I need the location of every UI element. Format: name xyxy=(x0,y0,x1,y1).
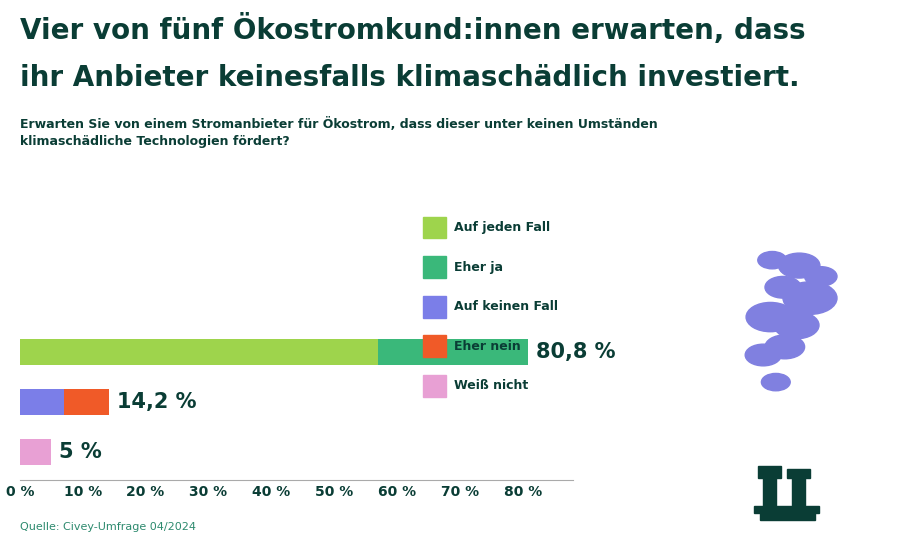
Text: Vier von fünf Ökostromkund:innen erwarten, dass: Vier von fünf Ökostromkund:innen erwarte… xyxy=(20,14,806,44)
Bar xyxy=(378,339,528,365)
Text: Erwarten Sie von einem Stromanbieter für Ökostrom, dass dieser unter keinen Umst: Erwarten Sie von einem Stromanbieter für… xyxy=(20,117,658,147)
Text: 14,2 %: 14,2 % xyxy=(117,392,196,412)
Bar xyxy=(20,339,378,365)
Text: 80,8 %: 80,8 % xyxy=(536,342,615,362)
Text: 5 %: 5 % xyxy=(58,442,102,462)
Text: Quelle: Civey-Umfrage 04/2024: Quelle: Civey-Umfrage 04/2024 xyxy=(20,522,196,532)
Text: ihr Anbieter keinesfalls klimaschädlich investiert.: ihr Anbieter keinesfalls klimaschädlich … xyxy=(20,64,799,92)
Bar xyxy=(64,389,109,415)
Text: Auf keinen Fall: Auf keinen Fall xyxy=(454,300,559,313)
Bar xyxy=(20,389,64,415)
Text: Eher ja: Eher ja xyxy=(454,261,503,274)
Text: Eher nein: Eher nein xyxy=(454,340,521,353)
Text: Weiß nicht: Weiß nicht xyxy=(454,379,529,392)
Text: Auf jeden Fall: Auf jeden Fall xyxy=(454,221,551,234)
Bar xyxy=(20,439,51,465)
